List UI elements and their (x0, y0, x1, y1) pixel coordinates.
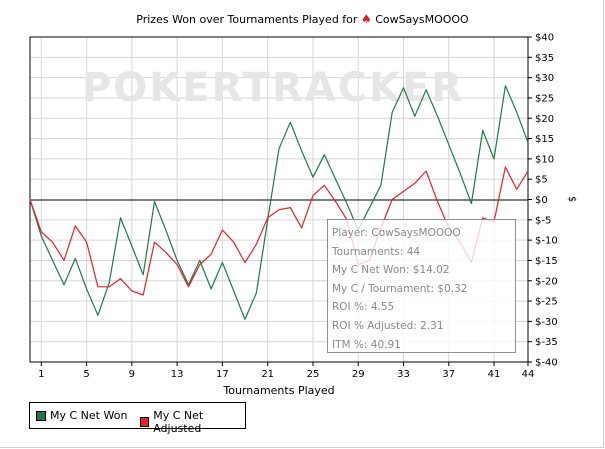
y-tick-label: $-20 (535, 276, 558, 287)
y-tick-label: $-15 (535, 256, 558, 267)
y-tick-label: $15 (535, 134, 554, 145)
legend-item-adjusted: My C Net Adjusted (140, 409, 245, 435)
y-tick-label: $5 (535, 175, 548, 186)
y-tick-label: $-5 (535, 215, 551, 226)
series-line-net-won (29, 85, 529, 320)
y-tick-label: $-10 (535, 236, 558, 247)
y-tick-label: $30 (535, 73, 554, 84)
x-axis: 1 5 9 13 17 21 25 29 33 37 41 44 (38, 362, 534, 380)
x-tick-label: 25 (307, 369, 320, 380)
y-axis: $40 $35 $30 $25 $20 $15 $10 $5 $0 $-5 $-10 $-15 $-20… (528, 33, 558, 369)
x-axis-label: Tournaments Played (222, 384, 334, 397)
info-per-tournament: My C / Tournament: $0.32 (332, 282, 468, 295)
info-roi-adjusted: ROI % Adjusted: 2.31 (332, 319, 444, 332)
legend-swatch-won (36, 410, 46, 421)
x-tick-label: 13 (171, 369, 184, 380)
x-tick-label: 17 (216, 369, 229, 380)
x-tick-label: 29 (352, 369, 365, 380)
x-tick-label: 9 (129, 369, 135, 380)
legend-label-won: My C Net Won (50, 409, 128, 422)
info-net-won: My C Net Won: $14.02 (332, 264, 450, 277)
legend: My C Net Won My C Net Adjusted (29, 402, 246, 435)
y-tick-label: $-40 (535, 358, 558, 369)
legend-item-won: My C Net Won (36, 409, 127, 422)
watermark: POKERTRACKER (82, 65, 464, 111)
y-tick-label: $-25 (535, 297, 558, 308)
legend-swatch-adjusted (140, 417, 150, 427)
x-tick-label: 41 (488, 369, 501, 380)
info-tournaments: Tournaments: 44 (332, 245, 421, 258)
y-axis-label: $ (566, 196, 577, 202)
chart-title: Prizes Won over Tournaments Played for ♠… (0, 12, 605, 26)
title-player: CowSaysMOOOO (375, 13, 469, 26)
y-tick-label: $-30 (535, 317, 558, 328)
y-tick-label: $0 (535, 195, 548, 206)
stats-info-box: Player: CowSaysMOOOO Tournaments: 44 My … (327, 219, 516, 353)
y-tick-label: $25 (535, 93, 554, 104)
spade-icon: ♠ (360, 12, 372, 26)
info-player: Player: CowSaysMOOOO (332, 227, 461, 239)
y-tick-label: $10 (535, 154, 554, 165)
x-tick-label: 44 (522, 369, 535, 380)
y-tick-label: $20 (535, 114, 554, 125)
title-prefix: Prizes Won over Tournaments Played for (136, 13, 358, 26)
y-tick-label: $35 (535, 53, 554, 64)
legend-label-adjusted: My C Net Adjusted (153, 409, 204, 435)
x-tick-label: 37 (442, 369, 455, 380)
x-tick-label: 21 (261, 369, 274, 380)
y-tick-label: $-35 (535, 337, 558, 348)
x-tick-label: 5 (83, 369, 89, 380)
x-tick-label: 33 (397, 369, 410, 380)
x-tick-label: 1 (38, 369, 44, 380)
info-roi: ROI %: 4.55 (332, 301, 395, 314)
y-tick-label: $40 (535, 33, 554, 44)
info-itm: ITM %: 40.91 (332, 338, 401, 351)
